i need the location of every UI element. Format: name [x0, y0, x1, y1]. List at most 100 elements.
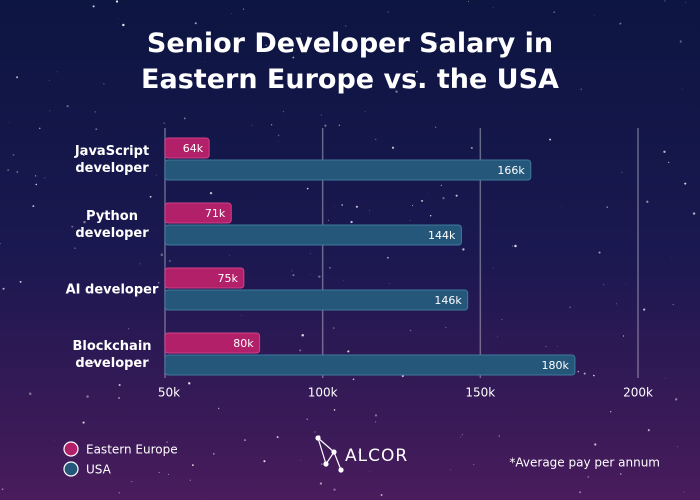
star [667, 161, 670, 164]
logo-icon [315, 435, 344, 473]
star [306, 418, 308, 420]
star [421, 199, 424, 202]
star [217, 407, 220, 410]
star [28, 392, 32, 395]
star [580, 88, 582, 90]
star [299, 349, 302, 352]
star [374, 414, 378, 417]
star [620, 473, 622, 475]
star [545, 346, 547, 347]
star [122, 23, 125, 27]
star [473, 464, 475, 466]
star [49, 80, 50, 82]
star [621, 171, 623, 173]
star [32, 205, 35, 208]
star [587, 476, 589, 478]
star [583, 372, 586, 375]
star [155, 174, 157, 176]
star [512, 245, 514, 247]
star [19, 280, 22, 283]
star [358, 451, 361, 454]
star [12, 154, 15, 156]
star [412, 204, 414, 206]
star [158, 471, 160, 474]
star [450, 469, 451, 470]
star [355, 205, 358, 208]
star [131, 481, 133, 483]
star [498, 435, 500, 437]
star [345, 25, 347, 27]
star [461, 434, 463, 436]
bar [164, 354, 576, 376]
value-label: 80k [233, 337, 254, 350]
bar [164, 137, 210, 159]
star [380, 494, 383, 496]
star [191, 464, 194, 467]
star [352, 378, 355, 381]
star [204, 61, 206, 63]
category-label: AI developer [65, 282, 159, 298]
star [598, 251, 601, 254]
star [212, 452, 215, 455]
star [684, 182, 687, 185]
star [263, 460, 266, 463]
star [622, 335, 625, 337]
star [244, 439, 247, 442]
star [44, 177, 46, 179]
star [369, 471, 370, 472]
bar [164, 332, 261, 354]
star [82, 421, 85, 424]
star [66, 105, 69, 108]
x-tick-label: 50k [158, 386, 180, 400]
star [237, 51, 239, 54]
star [664, 377, 666, 379]
star [333, 409, 336, 411]
star [409, 329, 412, 332]
legend-swatch [63, 441, 79, 457]
star [243, 8, 245, 10]
star [265, 44, 267, 46]
star [163, 122, 165, 124]
star [462, 248, 465, 251]
bar [164, 267, 245, 289]
star [386, 256, 389, 259]
star [231, 13, 232, 15]
star [329, 266, 331, 269]
star [94, 111, 96, 113]
star [375, 421, 377, 423]
star [241, 314, 242, 316]
star [323, 77, 325, 80]
bar [164, 289, 469, 311]
star [569, 306, 571, 308]
star [434, 126, 437, 128]
star [603, 284, 605, 286]
star [314, 431, 316, 433]
star [497, 336, 498, 338]
star [97, 147, 100, 150]
star [2, 287, 5, 290]
bar [164, 202, 232, 224]
star [139, 263, 141, 265]
star [229, 254, 230, 256]
star [115, 0, 119, 3]
bar [164, 224, 462, 246]
logo-text: ALCOR [345, 446, 408, 466]
star [369, 210, 371, 212]
star [282, 110, 285, 113]
star [188, 382, 191, 385]
star [92, 361, 95, 363]
star [86, 395, 89, 398]
star [467, 1, 469, 2]
star [117, 18, 119, 19]
star [71, 225, 74, 228]
value-label: 71k [205, 207, 226, 220]
star [643, 308, 646, 311]
star [92, 5, 95, 8]
star [492, 6, 494, 8]
star [594, 443, 597, 446]
star [306, 36, 310, 39]
star [16, 76, 19, 79]
star [49, 110, 51, 112]
star [167, 473, 169, 475]
